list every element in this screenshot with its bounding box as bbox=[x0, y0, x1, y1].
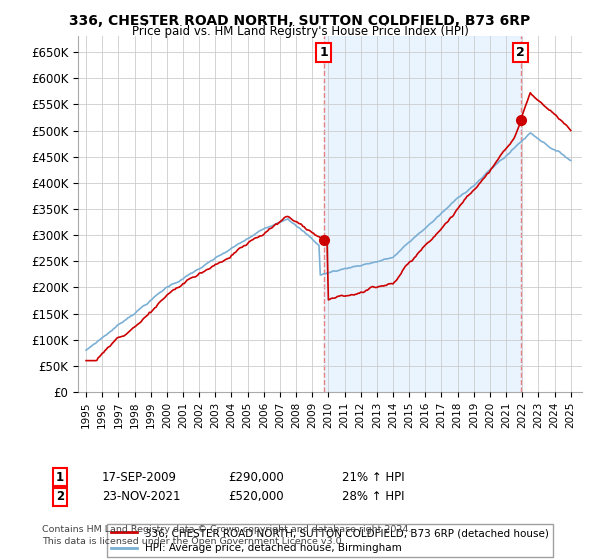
Text: 23-NOV-2021: 23-NOV-2021 bbox=[102, 490, 181, 503]
Text: Price paid vs. HM Land Registry's House Price Index (HPI): Price paid vs. HM Land Registry's House … bbox=[131, 25, 469, 38]
Text: 21% ↑ HPI: 21% ↑ HPI bbox=[342, 470, 404, 484]
Text: 28% ↑ HPI: 28% ↑ HPI bbox=[342, 490, 404, 503]
Bar bbox=[324, 36, 521, 392]
Text: £520,000: £520,000 bbox=[228, 490, 284, 503]
Text: 17-SEP-2009: 17-SEP-2009 bbox=[102, 470, 177, 484]
Legend: 336, CHESTER ROAD NORTH, SUTTON COLDFIELD, B73 6RP (detached house), HPI: Averag: 336, CHESTER ROAD NORTH, SUTTON COLDFIEL… bbox=[107, 524, 553, 557]
Text: £290,000: £290,000 bbox=[228, 470, 284, 484]
Text: 2: 2 bbox=[516, 46, 525, 59]
Text: 336, CHESTER ROAD NORTH, SUTTON COLDFIELD, B73 6RP: 336, CHESTER ROAD NORTH, SUTTON COLDFIEL… bbox=[70, 14, 530, 28]
Text: 2: 2 bbox=[56, 490, 64, 503]
Text: Contains HM Land Registry data © Crown copyright and database right 2024.
This d: Contains HM Land Registry data © Crown c… bbox=[42, 525, 412, 546]
Text: 1: 1 bbox=[56, 470, 64, 484]
Text: 1: 1 bbox=[319, 46, 328, 59]
